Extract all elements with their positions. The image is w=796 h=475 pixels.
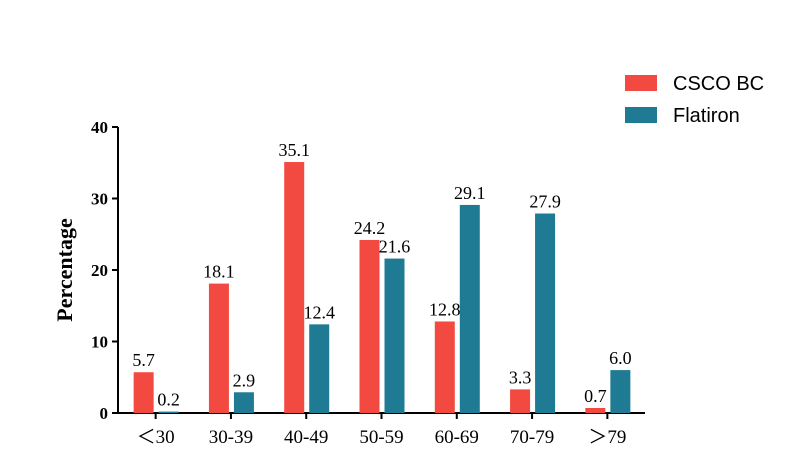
data-label: 0.7 — [584, 386, 607, 406]
data-label: 21.6 — [379, 237, 411, 257]
bar-flatiron — [610, 370, 631, 413]
legend: CSCO BC Flatiron — [625, 73, 764, 127]
bar-csco-bc — [359, 239, 380, 413]
x-tick-label: 50‑59 — [359, 427, 403, 448]
bar-flatiron — [459, 204, 480, 413]
x-tick-label: 30‑39 — [209, 427, 253, 448]
legend-swatch — [625, 75, 657, 91]
bar-flatiron — [158, 411, 179, 413]
x-tick-label: 40‑49 — [284, 427, 328, 448]
data-label: 12.4 — [303, 302, 335, 322]
data-label: 35.1 — [278, 140, 310, 160]
y-axis: 0 10 20 30 40 — [91, 118, 119, 423]
x-tick-label: 70‑79 — [510, 427, 554, 448]
bar-csco-bc — [133, 372, 154, 413]
data-labels: 5.7 18.1 35.1 24.2 12.8 3.3 0.7 0.2 2.9 12.4 21.6 2… — [132, 140, 631, 410]
bar-flatiron — [384, 258, 405, 413]
data-label: 24.2 — [354, 218, 386, 238]
y-axis-title: Percentage — [52, 218, 77, 322]
legend-swatch — [625, 107, 657, 123]
bar-flatiron — [535, 213, 556, 413]
legend-label: Flatiron — [673, 105, 740, 127]
x-tick-label: ＜30 — [137, 427, 175, 448]
data-label: 12.8 — [429, 299, 461, 319]
data-label: 18.1 — [203, 262, 235, 282]
bar-csco-bc — [284, 162, 305, 413]
bar-flatiron — [233, 392, 254, 413]
data-label: 29.1 — [454, 183, 486, 203]
x-axis: ＜30 30‑39 40‑49 50‑59 60‑69 70‑79 ＞79 — [117, 412, 645, 448]
x-tick-label: 60‑69 — [435, 427, 479, 448]
y-tick-label: 30 — [91, 190, 108, 209]
x-tick-label: ＞79 — [588, 427, 626, 448]
data-label: 6.0 — [609, 348, 632, 368]
bar-csco-bc — [585, 407, 606, 413]
data-label: 0.2 — [157, 390, 180, 410]
bar-csco-bc — [510, 389, 531, 413]
y-tick-label: 40 — [91, 118, 108, 137]
bar-csco-bc — [208, 283, 229, 413]
bar-flatiron — [309, 324, 330, 413]
data-label: 27.9 — [529, 192, 561, 212]
y-tick-label: 10 — [91, 333, 108, 352]
data-label: 2.9 — [233, 370, 256, 390]
data-label: 5.7 — [132, 350, 155, 370]
y-tick-label: 20 — [91, 261, 108, 280]
legend-label: CSCO BC — [673, 73, 764, 95]
data-label: 3.3 — [509, 367, 532, 387]
bars — [133, 162, 631, 413]
y-tick-label: 0 — [100, 404, 109, 423]
bar-csco-bc — [434, 321, 455, 413]
